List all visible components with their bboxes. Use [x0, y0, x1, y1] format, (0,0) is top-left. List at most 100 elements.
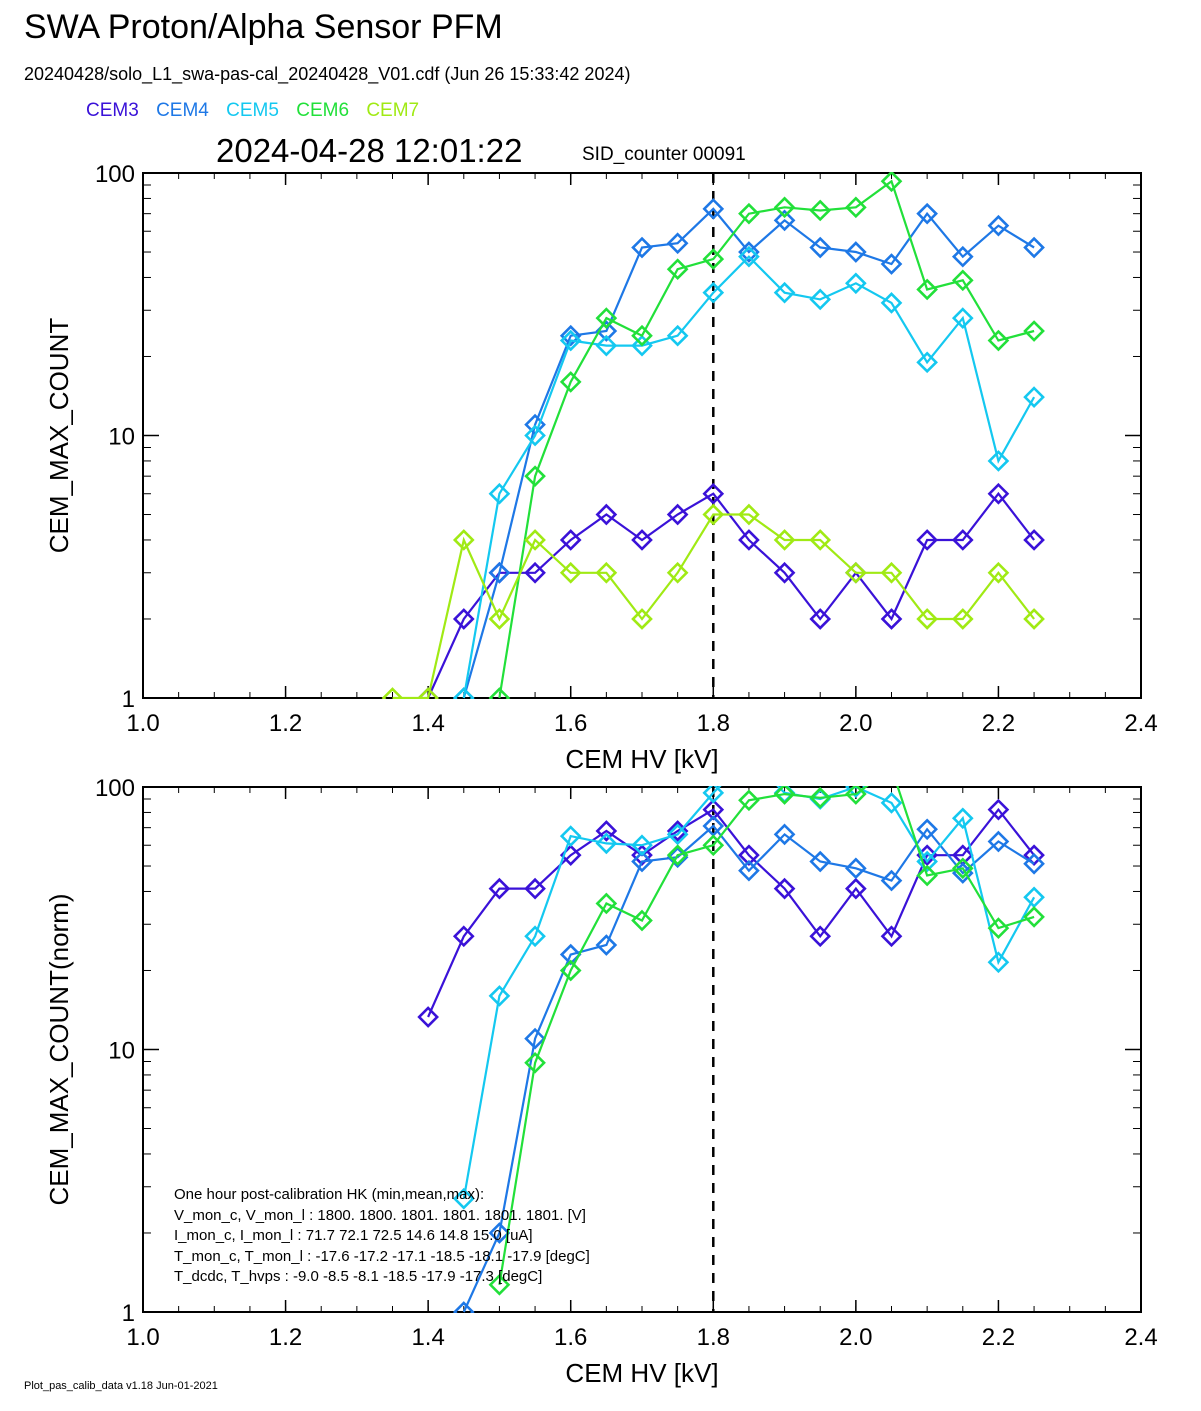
data-point-cem6 — [702, 248, 725, 270]
footer-version: Plot_pas_calib_data v1.18 Jun-01-2021 — [24, 1380, 218, 1392]
data-point-cem5 — [845, 786, 867, 798]
data-point-cem6 — [559, 959, 582, 982]
data-point-cem3 — [738, 529, 760, 551]
data-point-cem7 — [916, 608, 938, 630]
data-point-cem5 — [595, 334, 618, 357]
x-axis-label: CEM HV [kV] — [565, 1358, 718, 1388]
data-point-cem6 — [488, 1273, 511, 1296]
data-point-cem4 — [845, 241, 867, 263]
data-point-cem5 — [951, 807, 974, 830]
data-point-cem7 — [1023, 608, 1045, 630]
data-point-cem6 — [916, 278, 938, 301]
x-tick-label: 2.2 — [982, 1324, 1015, 1351]
data-point-cem7 — [773, 529, 796, 551]
file-subtitle: 20240428/solo_L1_swa-pas-cal_20240428_V0… — [24, 64, 631, 84]
data-point-cem4 — [987, 830, 1010, 853]
data-point-cem3 — [666, 503, 689, 526]
hk-line-title: One hour post-calibration HK (min,mean,m… — [174, 1186, 485, 1203]
data-point-cem5 — [666, 324, 689, 347]
data-point-cem6 — [666, 844, 689, 866]
data-point-cem5 — [666, 823, 689, 846]
data-point-cem5 — [845, 272, 867, 295]
data-point-cem6 — [880, 172, 903, 193]
data-point-cem4 — [488, 1222, 511, 1244]
data-point-cem6 — [916, 864, 938, 887]
data-point-cem4 — [738, 859, 760, 882]
data-point-cem3 — [916, 529, 938, 551]
data-point-cem4 — [452, 1301, 475, 1313]
data-point-cem5 — [987, 450, 1010, 472]
data-point-cem3 — [631, 529, 653, 551]
data-point-cem3 — [809, 925, 832, 948]
data-point-cem4 — [845, 857, 867, 880]
data-point-cem6 — [666, 258, 689, 281]
data-point-cem3 — [1023, 529, 1045, 551]
data-point-cem5 — [452, 1187, 475, 1210]
data-point-cem3 — [738, 844, 760, 866]
data-point-cem4 — [631, 236, 653, 259]
data-point-cem3 — [702, 482, 725, 505]
data-point-cem4 — [524, 1027, 546, 1050]
data-point-cem6 — [845, 196, 867, 219]
data-point-cem3 — [559, 529, 582, 551]
data-point-cem4 — [488, 561, 511, 584]
data-point-cem4 — [880, 869, 903, 892]
data-point-cem3 — [524, 561, 546, 584]
data-point-cem5 — [524, 424, 546, 447]
data-point-cem6 — [524, 465, 546, 488]
data-point-cem5 — [951, 307, 974, 329]
y-tick-label: 100 — [95, 161, 135, 188]
data-point-cem6 — [987, 329, 1010, 352]
data-point-cem7 — [381, 687, 404, 699]
x-tick-label: 2.0 — [839, 710, 872, 737]
data-point-cem4 — [559, 324, 582, 347]
data-point-cem5 — [559, 329, 582, 352]
data-point-cem7 — [666, 561, 689, 584]
data-point-cem6 — [488, 687, 511, 699]
hk-line-temp-mon: T_mon_c, T_mon_l : -17.6 -17.2 -17.1 -18… — [174, 1247, 590, 1265]
data-point-cem7 — [987, 561, 1010, 584]
data-point-cem6 — [809, 199, 832, 222]
data-point-cem3 — [595, 820, 618, 842]
data-point-cem4 — [595, 934, 618, 956]
series-line-cem5 — [462, 786, 1036, 1199]
x-tick-label: 1.2 — [269, 1324, 302, 1351]
x-tick-label: 1.4 — [411, 1324, 444, 1351]
series-line-cem5 — [462, 255, 1036, 699]
legend-item-cem5: CEM5 — [226, 100, 279, 121]
series-line-cem3 — [427, 491, 1035, 699]
x-axis-label: CEM HV [kV] — [565, 744, 718, 774]
data-point-cem6 — [738, 202, 760, 225]
series-group — [417, 759, 1045, 1313]
data-point-cem6 — [738, 789, 760, 812]
x-tick-label: 2.2 — [982, 710, 1015, 737]
data-point-cem3 — [987, 798, 1010, 821]
data-point-cem4 — [738, 241, 760, 263]
x-tick-label: 1.4 — [411, 710, 444, 737]
y-tick-label: 1 — [122, 686, 135, 713]
data-point-cem3 — [773, 877, 796, 900]
data-point-cem3 — [417, 1006, 439, 1028]
data-point-cem3 — [809, 608, 832, 630]
data-point-cem6 — [883, 759, 901, 777]
x-tick-label: 1.2 — [269, 710, 302, 737]
timestamp: 2024-04-28 12:01:22 — [216, 132, 523, 169]
data-point-cem5 — [987, 951, 1010, 974]
legend-item-cem3: CEM3 — [86, 100, 139, 121]
data-point-cem3 — [951, 529, 974, 551]
data-point-cem4 — [809, 236, 832, 259]
data-point-cem3 — [845, 877, 867, 900]
series-line-cem4 — [462, 824, 1035, 1313]
data-point-cem7 — [452, 529, 475, 551]
data-point-cem5 — [880, 792, 903, 814]
data-point-cem3 — [987, 482, 1010, 505]
data-point-cem6 — [595, 892, 618, 915]
x-tick-label: 2.0 — [839, 1324, 872, 1351]
data-point-cem5 — [738, 245, 760, 268]
data-point-cem6 — [1023, 906, 1045, 928]
y-tick-label: 10 — [108, 424, 135, 451]
series-line-cem6 — [498, 179, 1035, 699]
legend-item-cem4: CEM4 — [156, 100, 209, 121]
data-point-cem7 — [738, 503, 760, 526]
